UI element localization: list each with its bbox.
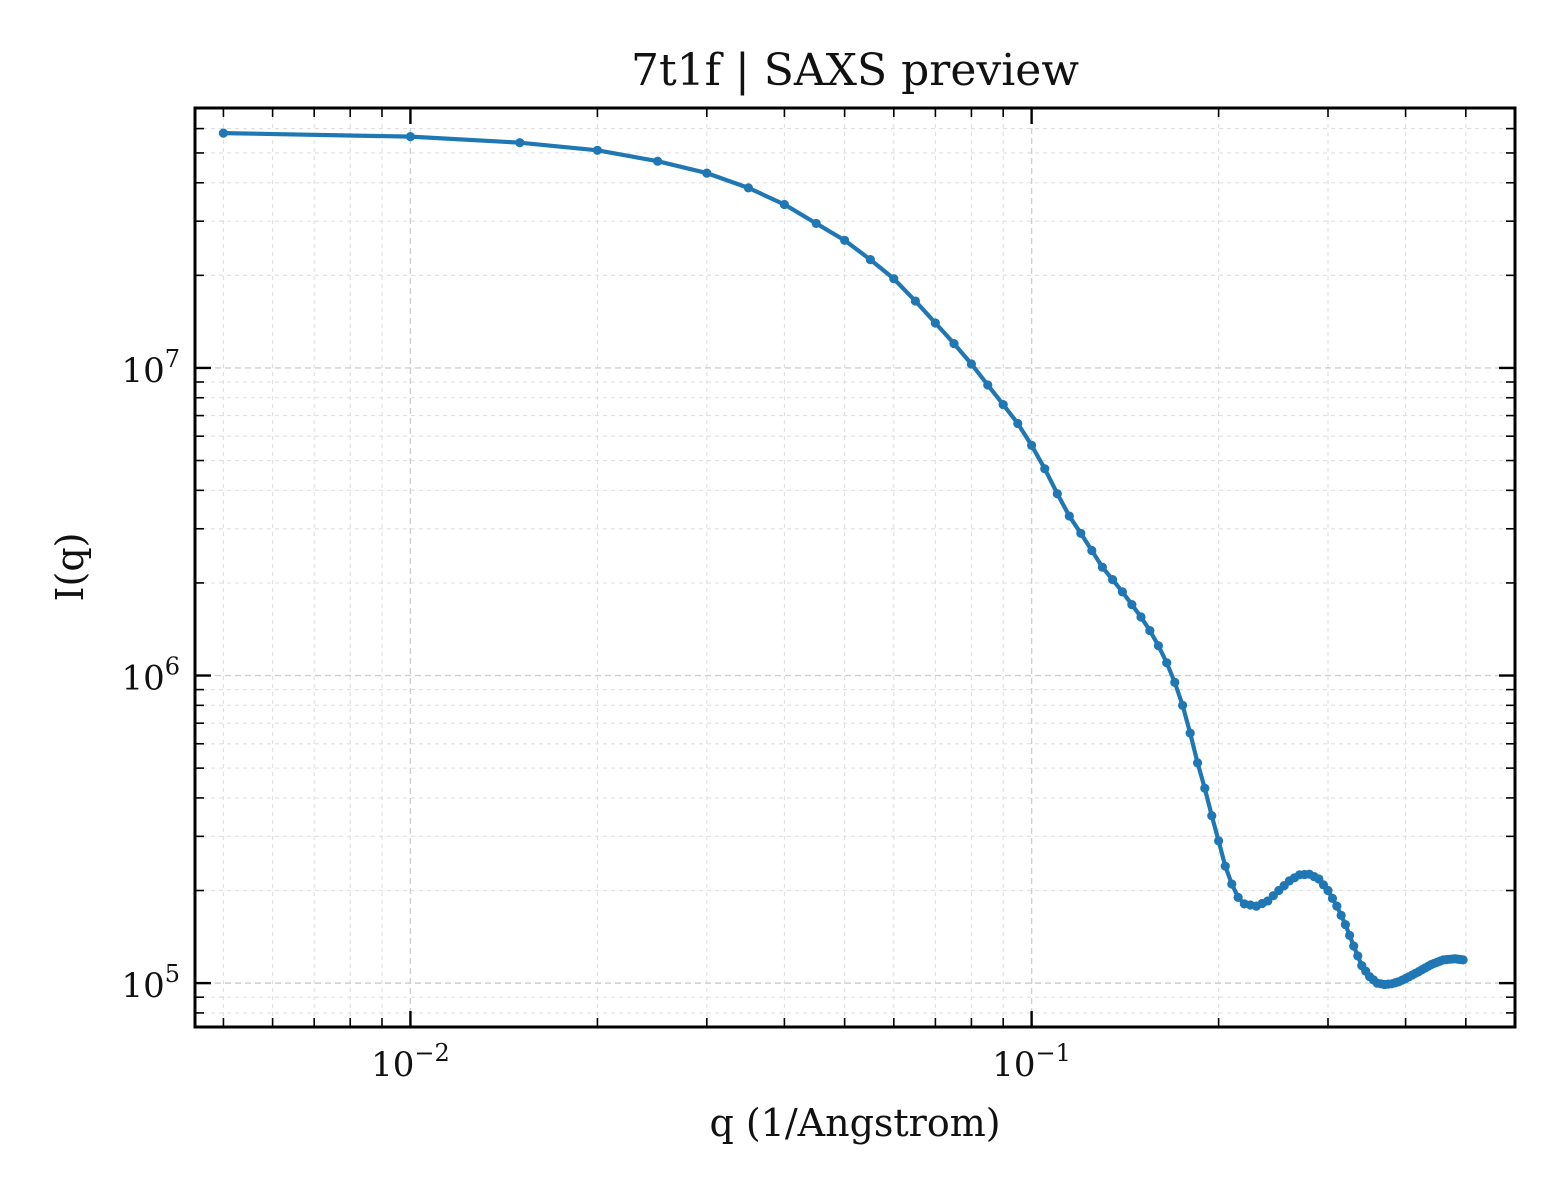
- data-point: [1349, 941, 1359, 951]
- data-point: [1327, 893, 1338, 903]
- y-tick-label: 106: [121, 653, 180, 699]
- data-point: [1076, 528, 1086, 538]
- data-point: [1097, 562, 1107, 572]
- data-point: [949, 338, 959, 349]
- tick-labels: 10−2 10−1 105 106 107: [121, 345, 1070, 1085]
- y-tick-label: 107: [121, 345, 180, 391]
- grid: [195, 107, 1515, 1027]
- data-point: [1040, 464, 1050, 474]
- data-point: [1233, 892, 1243, 902]
- data-point: [1336, 910, 1346, 921]
- data-point: [1117, 587, 1127, 597]
- data-point: [811, 218, 821, 229]
- data-point: [1170, 677, 1180, 687]
- chart-title: 7t1f | SAXS preview: [631, 45, 1079, 96]
- x-tick-label: 10−1: [992, 1039, 1071, 1085]
- data-point: [1136, 612, 1146, 622]
- data-point: [702, 168, 712, 178]
- data-point: [1332, 901, 1342, 911]
- data-point: [1127, 600, 1137, 610]
- y-axis-label: I(q): [48, 533, 92, 602]
- data-point: [998, 400, 1008, 410]
- data-point: [1145, 625, 1155, 636]
- x-tick-label: 10−2: [371, 1039, 450, 1085]
- x-axis-label: q (1/Angstrom): [709, 1101, 1000, 1145]
- data-point: [1214, 836, 1224, 846]
- data-series: [218, 128, 1468, 990]
- data-point: [1207, 811, 1217, 821]
- data-point: [840, 235, 850, 245]
- data-point: [1162, 658, 1172, 668]
- data-point: [966, 359, 977, 369]
- data-point: [1153, 641, 1164, 651]
- data-point: [1345, 930, 1355, 940]
- data-point: [1323, 885, 1333, 896]
- data-point: [1027, 440, 1037, 450]
- data-point: [910, 296, 921, 306]
- data-point: [1200, 783, 1210, 793]
- data-point: [1227, 879, 1237, 889]
- data-point: [592, 145, 603, 155]
- data-point: [1353, 951, 1363, 961]
- data-point: [743, 183, 753, 193]
- data-point: [1107, 575, 1118, 585]
- data-point: [1087, 545, 1097, 556]
- data-point: [1177, 700, 1188, 710]
- data-point: [515, 138, 525, 148]
- data-point: [889, 274, 899, 284]
- data-point: [779, 199, 790, 210]
- data-point: [1013, 418, 1023, 429]
- data-point: [1220, 861, 1230, 871]
- data-point: [1458, 955, 1468, 965]
- data-point: [865, 255, 875, 265]
- data-point: [1192, 758, 1203, 768]
- data-point: [930, 318, 940, 328]
- data-point: [218, 128, 229, 138]
- plot-frame: [193, 106, 1517, 1029]
- data-point: [653, 156, 663, 166]
- data-point: [1052, 489, 1062, 499]
- data-point: [1340, 919, 1351, 930]
- data-point: [1064, 511, 1074, 521]
- data-point: [983, 380, 993, 390]
- y-tick-label: 105: [121, 960, 180, 1006]
- data-point: [405, 132, 416, 142]
- data-point: [1185, 728, 1195, 738]
